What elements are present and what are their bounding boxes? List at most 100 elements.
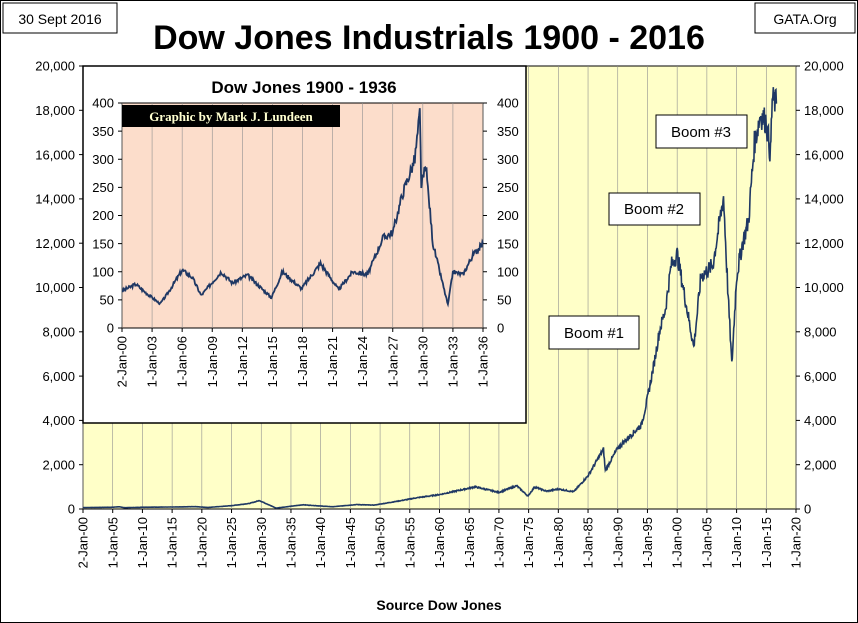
y-tick-label-right: 12,000: [804, 236, 844, 251]
y-tick-label-right: 300: [497, 152, 519, 167]
annotation-boom-3: Boom #3: [655, 114, 748, 149]
x-tick-label: 1-Jan-10: [729, 517, 744, 568]
annotation-boom-1: Boom #1: [548, 315, 640, 350]
x-tick-label: 1-Jan-30: [415, 336, 430, 387]
y-tick-label: 10,000: [35, 280, 75, 295]
footer-source-label: Source Dow Jones: [376, 597, 501, 613]
y-tick-label-right: 14,000: [804, 192, 844, 207]
annotation-boom-2: Boom #2: [608, 192, 701, 226]
y-tick-label: 150: [92, 236, 114, 251]
y-tick-label: 16,000: [35, 147, 75, 162]
y-tick-label-right: 8,000: [804, 324, 837, 339]
x-tick-label: 1-Jan-95: [640, 517, 655, 568]
y-tick-label-right: 400: [497, 96, 519, 111]
y-tick-label-right: 2,000: [804, 457, 837, 472]
y-tick-label: 0: [68, 502, 75, 517]
y-tick-label-right: 10,000: [804, 280, 844, 295]
y-tick-label: 14,000: [35, 192, 75, 207]
y-tick-label-right: 250: [497, 180, 519, 195]
y-tick-label-right: 350: [497, 124, 519, 139]
x-tick-label: 1-Jan-00: [670, 517, 685, 568]
y-tick-label: 4,000: [42, 413, 75, 428]
x-tick-label: 1-Jan-65: [462, 517, 477, 568]
y-tick-label-right: 50: [497, 293, 511, 308]
main-y-axis-right: 0 2,000 4,000 6,000 8,000 10,000 12,000 14,000 1…: [796, 59, 844, 517]
x-tick-label: 1-Jan-55: [402, 517, 417, 568]
x-tick-label: 1-Jan-18: [295, 336, 310, 387]
x-tick-label: 1-Jan-85: [581, 517, 596, 568]
y-tick-label: 100: [92, 264, 114, 279]
inset-series-line: [121, 108, 484, 308]
main-y-axis: 0 2,000 4,000 6,000 8,000 10,000 12,000 14,000 1…: [35, 59, 83, 517]
x-tick-label: 1-Jan-03: [145, 336, 160, 387]
y-tick-label: 250: [92, 180, 114, 195]
main-x-axis: 2-Jan-00 1-Jan-05 1-Jan-10 1-Jan-15 1-Jan-20…: [76, 509, 804, 568]
x-tick-label: 1-Jan-90: [610, 517, 625, 568]
x-tick-label: 1-Jan-75: [521, 517, 536, 568]
y-tick-label-right: 20,000: [804, 59, 844, 74]
x-tick-label: 1-Jan-60: [432, 517, 447, 568]
y-tick-label: 12,000: [35, 236, 75, 251]
y-tick-label-right: 100: [497, 264, 519, 279]
x-tick-label: 1-Jan-25: [224, 517, 239, 568]
y-tick-label: 200: [92, 208, 114, 223]
y-tick-label-right: 0: [497, 321, 504, 336]
x-tick-label: 1-Jan-15: [759, 517, 774, 568]
x-tick-label: 1-Jan-45: [343, 517, 358, 568]
source-label: GATA.Org: [773, 11, 836, 27]
main-series-line: [83, 87, 778, 509]
y-tick-label: 300: [92, 152, 114, 167]
annotation-boom-1-text: Boom #1: [564, 325, 624, 342]
x-tick-label: 1-Jan-05: [699, 517, 714, 568]
x-tick-label: 1-Jan-70: [491, 517, 506, 568]
x-tick-label: 1-Jan-20: [194, 517, 209, 568]
inset-y-axis-right: 0 50 100 150 200 250 300 350 400: [483, 96, 519, 336]
y-tick-label: 20,000: [35, 59, 75, 74]
y-tick-label: 18,000: [35, 103, 75, 118]
main-chart-title: Dow Jones Industrials 1900 - 2016: [153, 19, 705, 57]
inset-chart-title: Dow Jones 1900 - 1936: [211, 78, 396, 97]
y-tick-label: 6,000: [42, 369, 75, 384]
x-tick-label: 1-Jan-20: [789, 517, 804, 568]
x-tick-label: 1-Jan-12: [235, 336, 250, 387]
inset-gridlines: [121, 103, 484, 328]
y-tick-label: 2,000: [42, 457, 75, 472]
credit-banner: [122, 105, 340, 127]
inset-y-axis: 0 50 100 150 200 250 300 350 400: [92, 96, 122, 336]
credit-text: Graphic by Mark J. Lundeen: [149, 109, 313, 124]
x-tick-label: 1-Jan-10: [135, 517, 150, 568]
x-tick-label: 1-Jan-21: [325, 336, 340, 387]
y-tick-label-right: 4,000: [804, 413, 837, 428]
x-tick-label: 1-Jan-15: [165, 517, 180, 568]
y-tick-label: 50: [100, 293, 114, 308]
y-tick-label-right: 150: [497, 236, 519, 251]
x-tick-label: 1-Jan-15: [265, 336, 280, 387]
annotation-boom-3-text: Boom #3: [671, 124, 731, 141]
x-tick-label: 1-Jan-50: [373, 517, 388, 568]
date-label: 30 Sept 2016: [18, 11, 102, 27]
y-tick-label: 0: [107, 321, 114, 336]
x-tick-label: 1-Jan-09: [205, 336, 220, 387]
y-tick-label: 8,000: [42, 324, 75, 339]
date-box: [2, 2, 118, 34]
x-tick-label: 1-Jan-27: [385, 336, 400, 387]
x-tick-label: 1-Jan-36: [476, 336, 491, 387]
x-tick-label: 2-Jan-00: [76, 517, 91, 568]
y-tick-label-right: 18,000: [804, 103, 844, 118]
x-tick-label: 1-Jan-40: [313, 517, 328, 568]
x-tick-label: 1-Jan-30: [254, 517, 269, 568]
x-tick-label: 1-Jan-35: [284, 517, 299, 568]
y-tick-label-right: 6,000: [804, 369, 837, 384]
y-tick-label: 350: [92, 124, 114, 139]
inset-x-axis: 2-Jan-00 1-Jan-03 1-Jan-06 1-Jan-09 1-Jan-12…: [115, 328, 491, 387]
x-tick-label: 1-Jan-05: [105, 517, 120, 568]
x-tick-label: 1-Jan-33: [445, 336, 460, 387]
y-tick-label: 400: [92, 96, 114, 111]
x-tick-label: 1-Jan-06: [175, 336, 190, 387]
y-tick-label-right: 200: [497, 208, 519, 223]
x-tick-label: 2-Jan-00: [115, 336, 130, 387]
x-tick-label: 1-Jan-24: [355, 336, 370, 387]
source-box: [754, 2, 856, 34]
